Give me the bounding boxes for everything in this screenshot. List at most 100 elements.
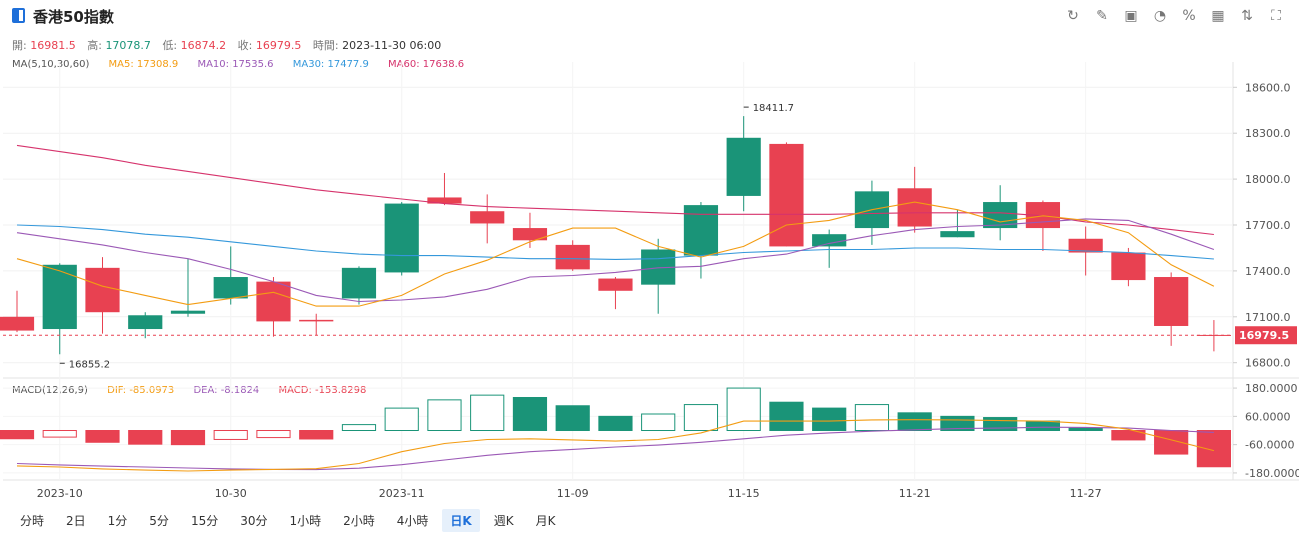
candle-body [897,188,932,227]
candle-body [1154,277,1189,326]
candle-body [769,143,804,247]
macd-bar [0,430,35,440]
time-value: 2023-11-30 06:00 [342,39,442,52]
fullscreen-icon[interactable]: ⛶ [1271,8,1281,24]
macd-bar [683,404,719,432]
candle-body [427,197,462,204]
ma-legend-label: MA(5,10,30,60) [12,59,90,70]
macd-value-legend: MACD: -153.8298 [278,385,367,396]
ma10-line [16,218,1215,303]
time-label: 時間: [312,39,339,52]
ohlc-readout: 開: 16981.5 高: 17078.7 低: 16874.2 收: 1697… [12,37,449,53]
macd-bar [598,415,633,432]
candle-body [1111,252,1146,281]
macd-tick-label: 180.0000 [1245,382,1298,395]
candle-body [940,231,975,238]
period-tab[interactable]: 2小時 [343,514,375,528]
candle-body [1068,238,1103,253]
candle-body [812,234,847,247]
candle-body [256,281,291,322]
macd-legend-label: MACD(12,26,9) [12,385,88,396]
x-tick-label: 10-30 [215,487,247,500]
high-label: 高: [87,39,102,52]
dif-legend: DIF: -85.0973 [107,385,175,396]
macd-bar [555,405,590,431]
image-icon[interactable]: ▣ [1124,8,1138,24]
period-tab[interactable]: 1分 [107,514,128,528]
period-tab[interactable]: 5分 [149,514,169,528]
x-tick-label: 11-15 [728,487,760,500]
grid-icon[interactable]: ▦ [1211,8,1225,24]
current-price-label: 16979.5 [1239,329,1289,342]
macd-bar [85,430,120,443]
dea-line [16,426,1214,471]
x-tick-label: 11-09 [557,487,589,500]
candle-body [0,316,35,331]
macd-bar [726,387,761,432]
candle-body [555,244,590,270]
period-tab[interactable]: 15分 [190,514,219,528]
period-tab[interactable]: 30分 [240,514,268,528]
chart-logo-icon [12,8,25,23]
toolbar: ↻ ✎ ▣ ◔% ▦ ⇅ ⛶ [1062,6,1287,26]
period-tab[interactable]: 月K [535,514,556,528]
macd-bar [897,412,932,432]
annotation-label: 16855.2 [69,359,110,370]
candle-body [1196,334,1231,336]
macd-bar [470,394,505,431]
percent-icon[interactable]: % [1182,8,1196,24]
period-tab[interactable]: 日K [442,509,480,532]
ma-legend: MA(5,10,30,60) MA5: 17308.9 MA10: 17535.… [12,59,480,70]
candle-body [42,264,77,330]
price-tick-label: 18000.0 [1245,173,1291,186]
ma30-legend: MA30: 17477.9 [292,59,369,70]
macd-bar [384,407,419,432]
macd-bar [42,430,77,438]
candle-body [384,203,419,273]
x-tick-label: 2023-10 [37,487,83,500]
macd-bar [128,430,163,445]
macd-tick-label: -180.0000 [1245,467,1299,480]
macd-bar [170,430,206,446]
macd-bar [1068,427,1103,431]
price-tick-label: 16800.0 [1245,357,1291,370]
draw-icon[interactable]: ✎ [1096,8,1108,24]
dif-line [16,419,1215,472]
candle-body [299,319,334,322]
macd-bar [341,424,377,432]
period-tab[interactable]: 週K [493,514,514,528]
period-tab[interactable]: 分時 [20,514,45,528]
high-value: 17078.7 [105,39,151,52]
page-title: 香港50指數 [33,8,114,26]
refresh-icon[interactable]: ↻ [1067,8,1079,24]
macd-bar [1196,430,1232,468]
x-tick-label: 11-27 [1070,487,1102,500]
price-tick-label: 17700.0 [1245,219,1291,232]
candle-body [85,267,120,313]
candle-body [213,277,248,299]
macd-tick-label: -60.0000 [1245,439,1294,452]
price-tick-label: 17400.0 [1245,265,1291,278]
price-tick-label: 18600.0 [1245,81,1291,94]
candle-body [128,315,163,330]
pie-icon[interactable]: ◔ [1153,8,1167,24]
candle-body [512,228,548,241]
open-label: 開: [12,39,27,52]
x-tick-label: 2023-11 [379,487,425,500]
macd-bar [299,430,334,440]
macd-tick-label: 60.0000 [1245,410,1291,423]
macd-bar [1025,420,1061,432]
macd-bar [812,407,847,432]
ma60-legend: MA60: 17638.6 [388,59,465,70]
annotation-label: 18411.7 [753,103,794,114]
period-tab[interactable]: 4小時 [396,514,429,528]
ma5-line [16,201,1215,307]
macd-bar [256,430,291,439]
sort-icon[interactable]: ⇅ [1241,8,1253,24]
price-chart[interactable]: 18600.0 18300.0 18000.0 17700.0 17400.0 17100… [0,0,1299,505]
close-value: 16979.5 [255,39,302,52]
period-tab[interactable]: 2日 [66,514,86,528]
dea-legend: DEA: -8.1824 [193,385,260,396]
macd-bar [213,430,248,440]
period-tab[interactable]: 1小時 [289,514,322,528]
